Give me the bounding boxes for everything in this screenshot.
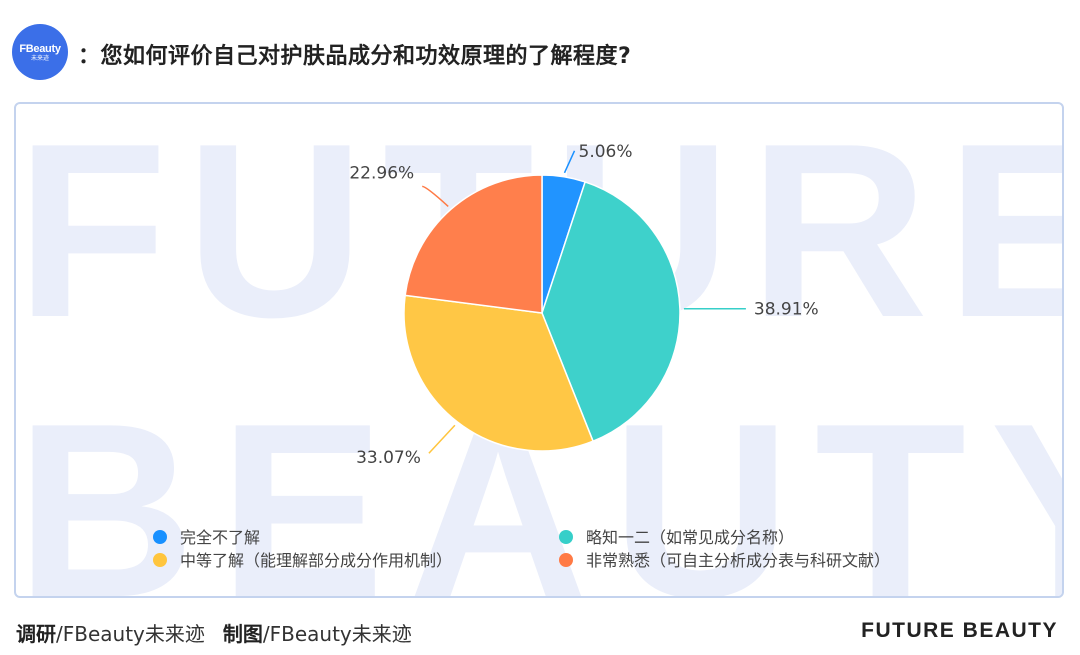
pie-chart: 5.06% 38.91% 33.07% 22.96% 完全不了解 略知一二（如常见成分名称… [153,142,890,570]
slice-data-label: 38.91% [754,300,819,320]
survey-question: ：您如何评价自己对护肤品成分和功效原理的了解程度? [78,44,632,69]
legend-marker [559,530,573,544]
header: FBeauty 未来迹 ：您如何评价自己对护肤品成分和功效原理的了解程度? [12,24,1068,84]
legend-label: 略知一二（如常见成分名称） [586,528,794,547]
legend-marker [153,553,167,567]
legend-label: 非常熟悉（可自主分析成分表与科研文献） [586,551,890,570]
footer-credits: 调研/FBeauty未来迹 制图/FBeauty未来迹 [16,618,412,647]
label-leader-line [422,185,449,207]
chart-label: 制图 [222,622,263,646]
legend-label: 完全不了解 [180,528,260,547]
pie-slice [403,294,595,452]
slice-data-label: 5.06% [579,142,633,162]
brand-wordmark: FUTURE BEAUTY [861,619,1058,642]
label-leader-line [563,150,576,174]
survey-source: /FBeauty未来迹 [56,622,205,646]
pie-slice [541,180,681,443]
pie-slice [404,174,543,314]
slice-data-label: 33.07% [356,448,421,468]
slice-data-label: 22.96% [349,163,414,183]
legend-marker [559,553,573,567]
logo-text: FBeauty [19,42,61,55]
survey-label: 调研 [16,622,56,646]
label-leader-line [428,424,456,454]
logo-subtext: 未来迹 [30,54,49,62]
legend-label: 中等了解（能理解部分成分作用机制） [180,551,452,570]
legend-marker [153,530,167,544]
chart-source: /FBeauty未来迹 [262,622,412,646]
chart-panel: FUTURE BEAUTY 5.06%38.91%33.07%22.96%完全不… [14,102,1064,598]
fbeauty-logo: FBeauty 未来迹 [12,24,68,80]
